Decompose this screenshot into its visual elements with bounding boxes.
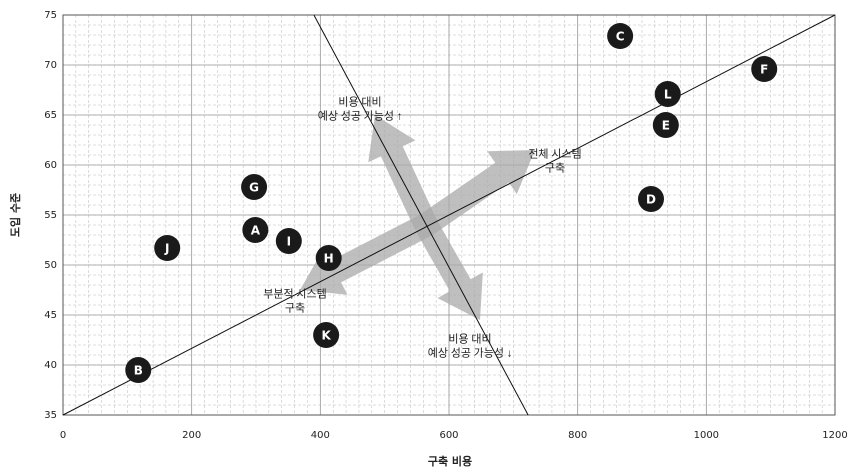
y-tick-label: 65 bbox=[44, 110, 57, 121]
y-tick-label: 60 bbox=[44, 160, 57, 171]
x-tick-label: 800 bbox=[568, 430, 587, 441]
point-label: G bbox=[249, 181, 259, 195]
y-tick-label: 75 bbox=[44, 10, 57, 21]
x-axis-label: 구축 비용 bbox=[428, 454, 472, 468]
annotation: 전체 시스템 bbox=[528, 148, 581, 161]
y-tick-label: 35 bbox=[44, 410, 57, 421]
point-label: I bbox=[287, 235, 291, 249]
y-tick-label: 40 bbox=[44, 360, 57, 371]
y-tick-label: 70 bbox=[44, 60, 57, 71]
point-label: A bbox=[251, 224, 261, 238]
point-label: J bbox=[164, 242, 169, 256]
point-label: C bbox=[616, 30, 625, 44]
point-label: F bbox=[760, 63, 768, 77]
point-label: B bbox=[134, 364, 143, 378]
annotation: 예상 성공 가능성 ↑ bbox=[318, 110, 403, 123]
annotation: 부분적 시스템 bbox=[263, 288, 326, 301]
point-label: K bbox=[321, 329, 331, 343]
y-tick-label: 45 bbox=[44, 310, 57, 321]
arrow bbox=[419, 150, 535, 235]
x-tick-label: 600 bbox=[439, 430, 458, 441]
x-tick-label: 0 bbox=[60, 430, 66, 441]
x-tick-label: 1200 bbox=[822, 430, 847, 441]
annotation: 비용 대비 bbox=[338, 96, 381, 109]
annotation: 비용 대비 bbox=[448, 333, 491, 346]
point-label: D bbox=[646, 193, 656, 207]
point-label: E bbox=[662, 119, 670, 133]
chart: 구축 비용 도입 수준 35 40 45 50 55 60 65 70 75 0 200 400 600… bbox=[0, 0, 850, 473]
y-tick-label: 50 bbox=[44, 260, 57, 271]
point-label: H bbox=[324, 252, 334, 266]
annotation: 구축 bbox=[285, 302, 305, 315]
annotation: 구축 bbox=[545, 162, 565, 175]
point-label: L bbox=[664, 88, 672, 102]
x-tick-label: 1000 bbox=[694, 430, 719, 441]
y-axis-label: 도입 수준 bbox=[9, 193, 22, 237]
x-tick-label: 400 bbox=[311, 430, 330, 441]
y-tick-label: 55 bbox=[44, 210, 57, 221]
x-tick-label: 200 bbox=[182, 430, 201, 441]
annotation: 예상 성공 가능성 ↓ bbox=[428, 347, 513, 360]
